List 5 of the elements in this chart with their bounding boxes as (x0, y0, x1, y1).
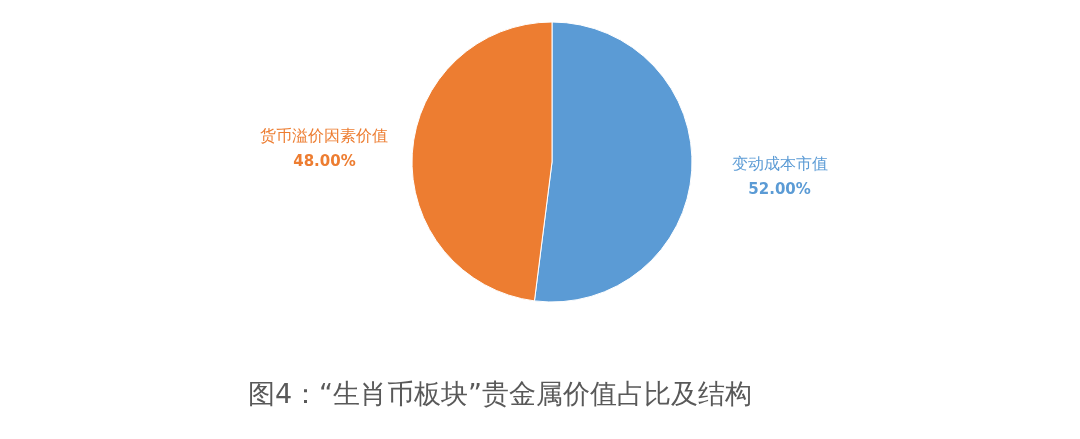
slice-label: 货币溢价因素价值 (260, 125, 389, 145)
slice-label: 变动成本市值 (731, 154, 828, 174)
data-label: 48.00% (293, 151, 356, 170)
text: 图4：“生肖币板块”贵金属价值占比及结构 (247, 378, 753, 409)
data-label: 52.00% (748, 180, 811, 199)
